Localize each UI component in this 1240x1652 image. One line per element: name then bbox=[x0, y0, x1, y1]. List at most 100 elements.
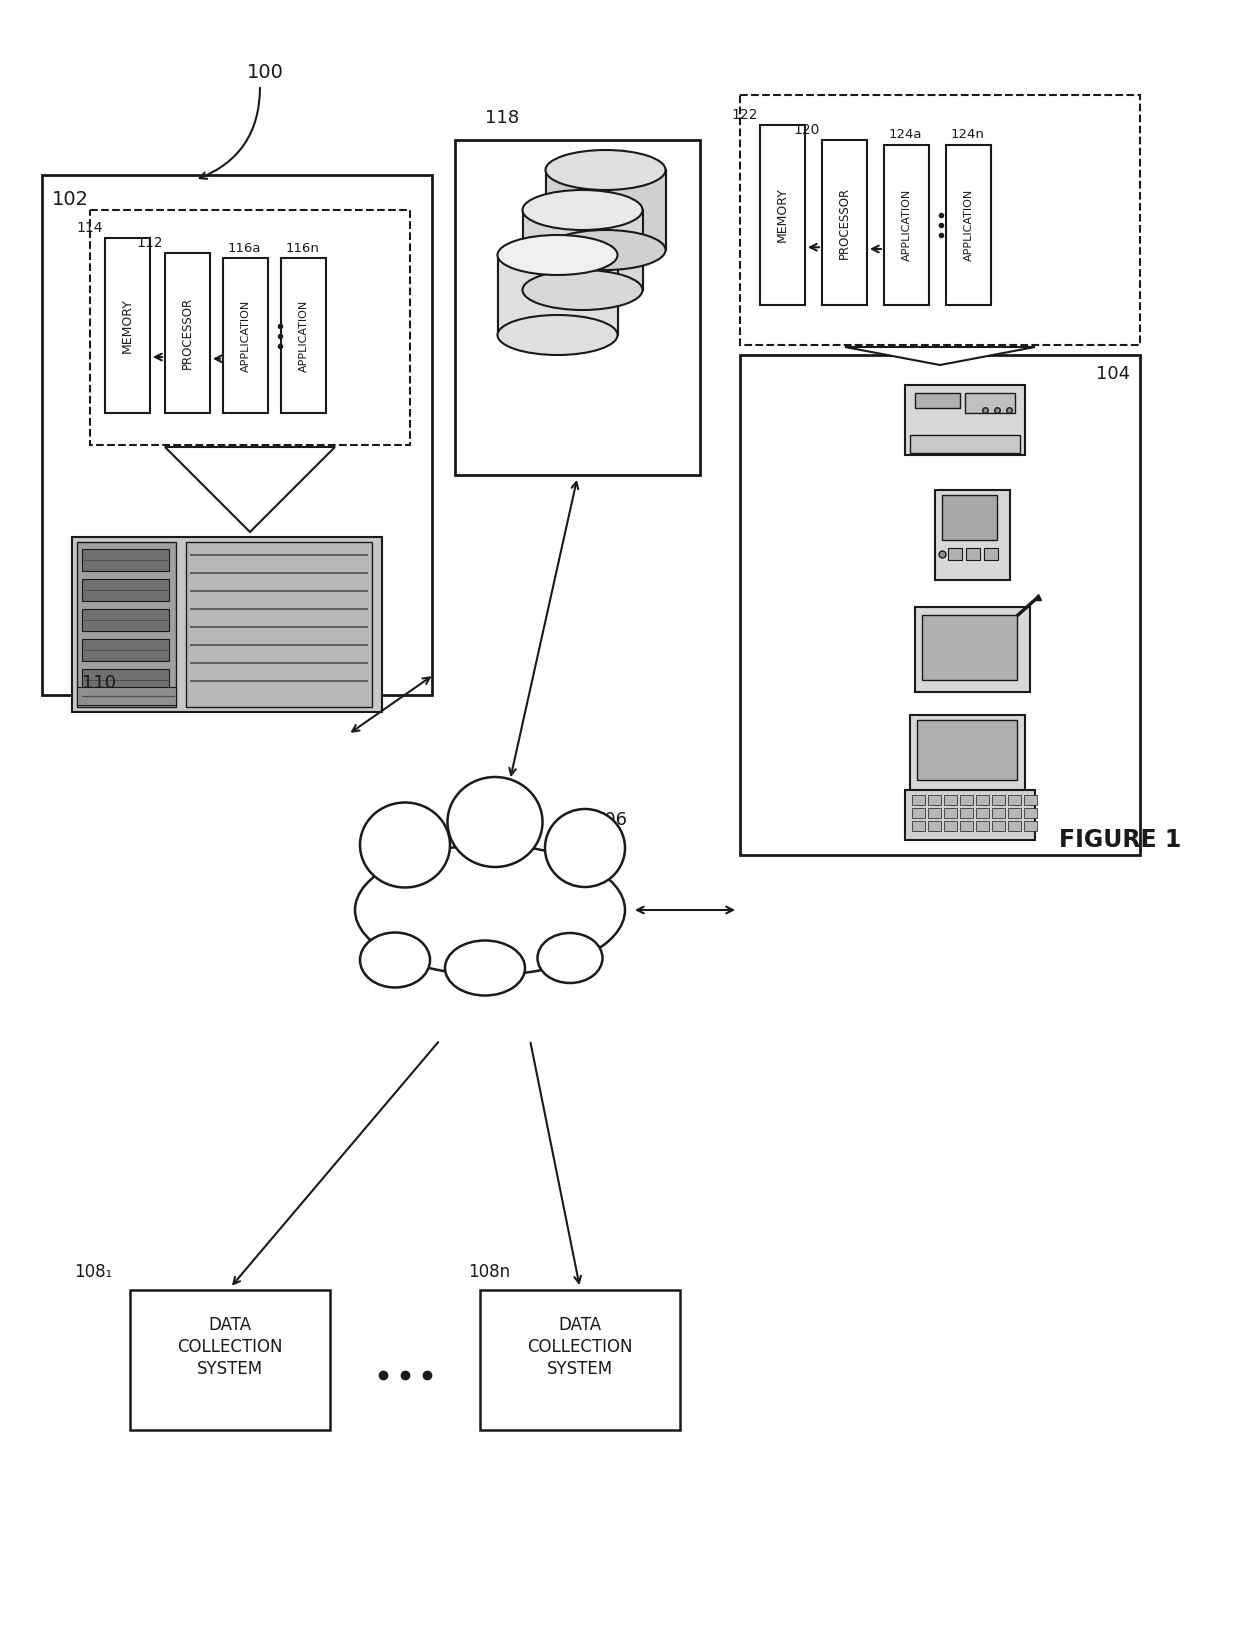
FancyBboxPatch shape bbox=[105, 238, 150, 413]
Text: SYSTEM: SYSTEM bbox=[197, 1360, 263, 1378]
Text: DATA: DATA bbox=[208, 1317, 252, 1335]
FancyBboxPatch shape bbox=[82, 578, 169, 601]
FancyBboxPatch shape bbox=[82, 639, 169, 661]
Ellipse shape bbox=[522, 190, 642, 230]
Text: 108₁: 108₁ bbox=[73, 1264, 112, 1280]
Ellipse shape bbox=[546, 230, 666, 269]
Text: 108n: 108n bbox=[467, 1264, 510, 1280]
FancyBboxPatch shape bbox=[740, 355, 1140, 856]
FancyBboxPatch shape bbox=[82, 548, 169, 572]
FancyBboxPatch shape bbox=[946, 145, 991, 306]
FancyBboxPatch shape bbox=[935, 491, 1011, 580]
Text: SYSTEM: SYSTEM bbox=[547, 1360, 613, 1378]
FancyBboxPatch shape bbox=[522, 210, 642, 291]
FancyBboxPatch shape bbox=[911, 795, 925, 805]
FancyBboxPatch shape bbox=[91, 210, 410, 444]
FancyBboxPatch shape bbox=[965, 393, 1016, 413]
FancyBboxPatch shape bbox=[130, 1290, 330, 1431]
FancyBboxPatch shape bbox=[960, 808, 973, 818]
Text: 104: 104 bbox=[1096, 365, 1130, 383]
Text: COLLECTION: COLLECTION bbox=[527, 1338, 632, 1356]
FancyBboxPatch shape bbox=[928, 795, 941, 805]
FancyBboxPatch shape bbox=[42, 175, 432, 695]
FancyBboxPatch shape bbox=[760, 126, 805, 306]
FancyBboxPatch shape bbox=[165, 253, 210, 413]
Text: 114: 114 bbox=[77, 221, 103, 235]
Text: NETWORK: NETWORK bbox=[419, 889, 562, 912]
FancyBboxPatch shape bbox=[976, 808, 990, 818]
Text: 116a: 116a bbox=[228, 241, 262, 254]
FancyBboxPatch shape bbox=[992, 795, 1004, 805]
FancyBboxPatch shape bbox=[960, 795, 973, 805]
Text: PROCESSOR: PROCESSOR bbox=[838, 187, 851, 259]
Ellipse shape bbox=[448, 776, 543, 867]
FancyBboxPatch shape bbox=[546, 170, 666, 249]
FancyBboxPatch shape bbox=[966, 548, 980, 560]
FancyBboxPatch shape bbox=[992, 821, 1004, 831]
FancyBboxPatch shape bbox=[942, 496, 997, 540]
FancyBboxPatch shape bbox=[822, 140, 867, 306]
Text: 102: 102 bbox=[52, 190, 89, 210]
FancyBboxPatch shape bbox=[918, 720, 1017, 780]
FancyBboxPatch shape bbox=[1024, 821, 1037, 831]
Text: 118: 118 bbox=[485, 109, 520, 127]
Ellipse shape bbox=[360, 803, 450, 887]
FancyBboxPatch shape bbox=[1008, 795, 1021, 805]
FancyBboxPatch shape bbox=[455, 140, 701, 476]
Text: 112: 112 bbox=[136, 236, 162, 249]
FancyBboxPatch shape bbox=[928, 808, 941, 818]
Ellipse shape bbox=[546, 150, 666, 190]
FancyBboxPatch shape bbox=[1024, 808, 1037, 818]
FancyBboxPatch shape bbox=[910, 434, 1021, 453]
Ellipse shape bbox=[497, 235, 618, 274]
FancyBboxPatch shape bbox=[884, 145, 929, 306]
Text: 124n: 124n bbox=[951, 129, 985, 142]
FancyBboxPatch shape bbox=[223, 258, 268, 413]
FancyBboxPatch shape bbox=[911, 808, 925, 818]
Ellipse shape bbox=[522, 269, 642, 311]
Text: COLLECTION: COLLECTION bbox=[177, 1338, 283, 1356]
FancyBboxPatch shape bbox=[82, 610, 169, 631]
Text: FIGURE 1: FIGURE 1 bbox=[1059, 828, 1182, 852]
FancyBboxPatch shape bbox=[1024, 795, 1037, 805]
Text: APPLICATION: APPLICATION bbox=[963, 188, 973, 261]
FancyBboxPatch shape bbox=[944, 821, 957, 831]
Ellipse shape bbox=[445, 940, 525, 996]
Ellipse shape bbox=[355, 846, 625, 975]
Text: 106: 106 bbox=[593, 811, 627, 829]
FancyBboxPatch shape bbox=[186, 542, 372, 707]
Text: PROCESSOR: PROCESSOR bbox=[181, 297, 193, 368]
Text: 120: 120 bbox=[794, 122, 820, 137]
FancyBboxPatch shape bbox=[1008, 821, 1021, 831]
FancyBboxPatch shape bbox=[985, 548, 998, 560]
FancyBboxPatch shape bbox=[910, 715, 1025, 790]
Text: 100: 100 bbox=[247, 63, 284, 81]
Text: MEMORY: MEMORY bbox=[122, 297, 134, 354]
FancyBboxPatch shape bbox=[77, 542, 176, 707]
FancyBboxPatch shape bbox=[72, 537, 382, 712]
FancyBboxPatch shape bbox=[928, 821, 941, 831]
FancyBboxPatch shape bbox=[915, 393, 960, 408]
Text: APPLICATION: APPLICATION bbox=[299, 299, 309, 372]
Polygon shape bbox=[165, 448, 335, 532]
FancyBboxPatch shape bbox=[976, 795, 990, 805]
FancyBboxPatch shape bbox=[905, 385, 1025, 454]
Ellipse shape bbox=[537, 933, 603, 983]
Text: DATA: DATA bbox=[558, 1317, 601, 1335]
FancyBboxPatch shape bbox=[915, 606, 1030, 692]
FancyBboxPatch shape bbox=[976, 821, 990, 831]
FancyBboxPatch shape bbox=[1008, 808, 1021, 818]
FancyBboxPatch shape bbox=[480, 1290, 680, 1431]
Text: 116n: 116n bbox=[286, 241, 320, 254]
Text: 110: 110 bbox=[82, 674, 117, 692]
Polygon shape bbox=[844, 347, 1035, 365]
FancyBboxPatch shape bbox=[923, 615, 1017, 681]
Text: APPLICATION: APPLICATION bbox=[901, 188, 911, 261]
FancyBboxPatch shape bbox=[960, 821, 973, 831]
Ellipse shape bbox=[546, 809, 625, 887]
Text: APPLICATION: APPLICATION bbox=[241, 299, 250, 372]
FancyBboxPatch shape bbox=[944, 808, 957, 818]
Ellipse shape bbox=[497, 316, 618, 355]
Text: 122: 122 bbox=[732, 107, 758, 122]
FancyBboxPatch shape bbox=[992, 808, 1004, 818]
